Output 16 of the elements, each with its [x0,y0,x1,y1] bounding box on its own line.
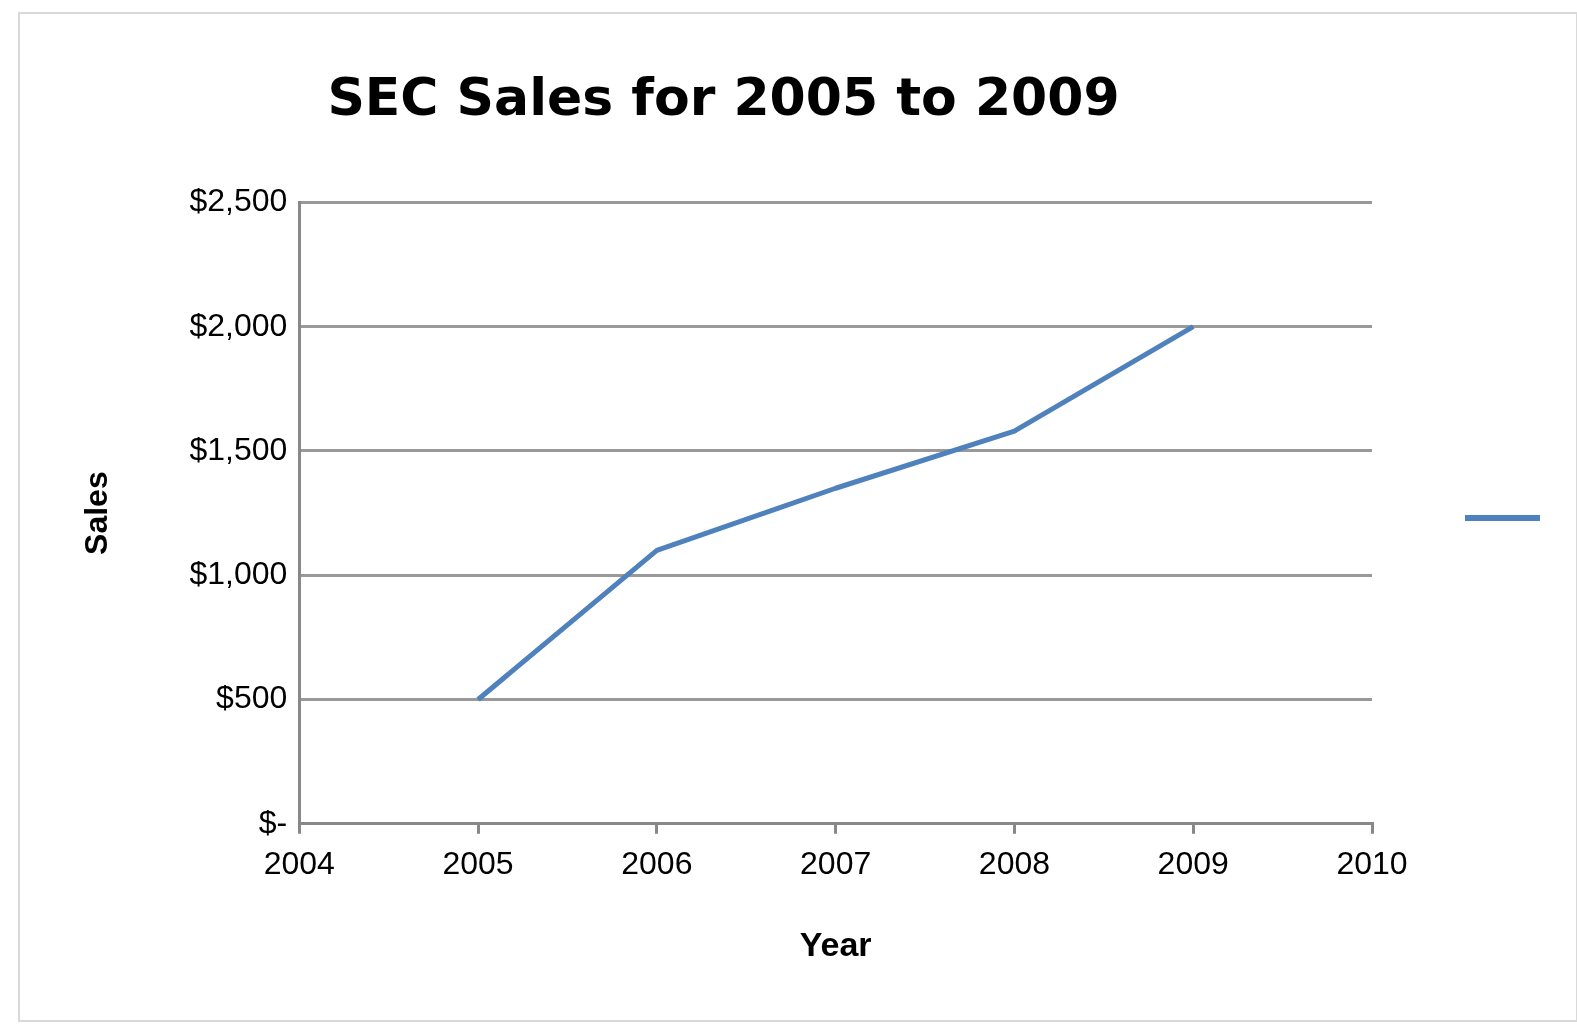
x-tick-label: 2005 [442,844,514,881]
y-tick-label: $1,000 [189,555,288,592]
x-axis-title: Year [799,924,872,963]
chart-title: SEC Sales for 2005 to 2009 [327,66,1120,127]
y-axis-title: Sales [78,471,115,555]
x-tick-label: 2009 [1157,844,1229,881]
y-tick-label: $2,500 [189,182,288,219]
x-tick-label: 2004 [263,844,335,881]
y-tick-label: $- [258,803,288,840]
x-tick-label: 2006 [621,844,693,881]
x-tick-label: 2010 [1336,844,1408,881]
y-tick-label: $500 [216,679,288,716]
x-tick-label: 2007 [800,844,872,881]
y-tick-label: $1,500 [189,430,288,467]
x-tick-label: 2008 [978,844,1051,881]
y-tick-label: $2,000 [189,306,288,343]
